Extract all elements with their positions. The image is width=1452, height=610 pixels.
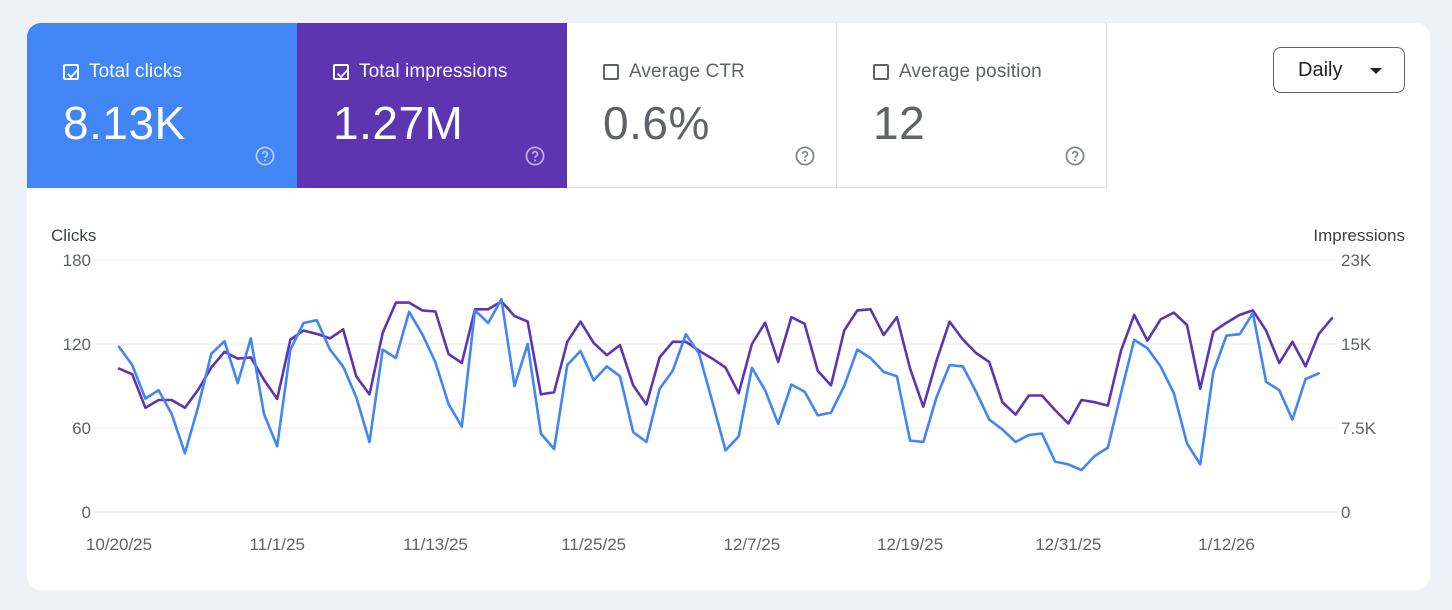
performance-chart: Clicks Impressions 0 0 60 7.5K 120 15K 180 23K 1… [51,226,1405,554]
left-axis-title: Clicks [51,226,96,245]
granularity-dropdown[interactable]: Daily [1273,47,1405,93]
checkbox-checked-icon[interactable] [63,64,79,80]
checkbox-unchecked-icon[interactable] [873,64,889,80]
left-tick-label: 180 [63,251,91,270]
help-icon[interactable] [255,146,275,166]
x-tick-label: 11/13/25 [403,535,468,554]
checkbox-unchecked-icon[interactable] [603,64,619,80]
help-icon[interactable] [1065,146,1085,166]
help-icon[interactable] [795,146,815,166]
x-tick-label: 12/19/25 [877,535,943,554]
x-tick-label: 12/31/25 [1035,535,1101,554]
total-impressions-card[interactable]: Total impressions 1.27M [297,23,567,188]
left-tick-label: 0 [82,503,91,522]
right-axis-title: Impressions [1313,226,1405,245]
x-tick-label: 10/20/25 [86,535,152,554]
performance-card: Total clicks 8.13K Total impressions 1.2… [27,23,1430,590]
right-tick-label: 15K [1341,335,1372,354]
metric-label: Total impressions [359,61,508,82]
average-ctr-card[interactable]: Average CTR 0.6% [567,23,837,188]
metric-value: 1.27M [333,97,464,149]
x-tick-label: 11/1/25 [249,535,304,554]
total-clicks-card[interactable]: Total clicks 8.13K [27,23,297,188]
x-tick-label: 11/25/25 [561,535,626,554]
metric-label: Total clicks [89,61,183,82]
x-tick-label: 12/7/25 [724,535,781,554]
caret-down-icon [1370,68,1382,74]
x-tick-label: 1/12/26 [1198,535,1255,554]
metric-value: 8.13K [63,97,186,149]
metric-label: Average position [899,61,1042,82]
right-tick-label: 23K [1341,251,1372,270]
metric-label: Average CTR [629,61,745,82]
metric-value: 12 [873,97,926,149]
left-tick-label: 60 [72,419,91,438]
left-tick-label: 120 [63,335,91,354]
series-line-clicks[interactable] [117,297,1321,472]
help-icon[interactable] [525,146,545,166]
right-tick-label: 0 [1341,503,1350,522]
right-tick-label: 7.5K [1341,419,1377,438]
granularity-value: Daily [1298,58,1343,81]
average-position-card[interactable]: Average position 12 [837,23,1107,188]
metric-value: 0.6% [603,97,710,149]
series-line-impressions[interactable] [117,300,1334,425]
checkbox-checked-icon[interactable] [333,64,349,80]
